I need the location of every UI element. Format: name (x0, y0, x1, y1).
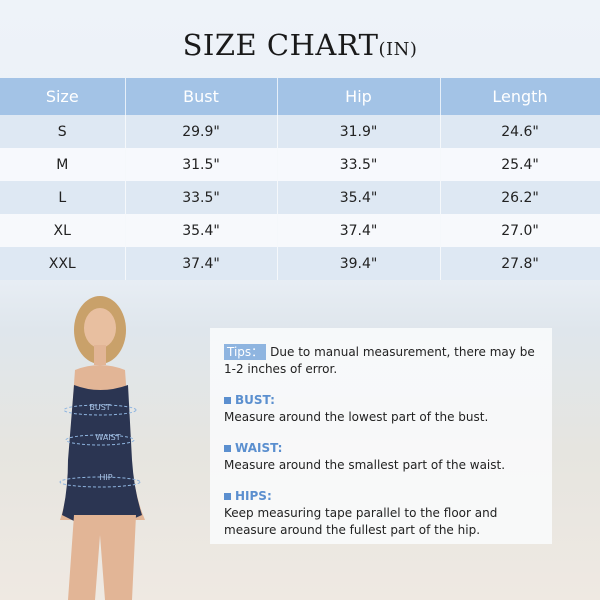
page-title: SIZE CHART(IN) (0, 28, 600, 62)
waist-heading: WAIST: (235, 441, 283, 455)
title-unit: (IN) (378, 39, 418, 60)
size-table: Size Bust Hip Length S 29.9" 31.9" 24.6" M 31… (0, 78, 600, 280)
header-bust: Bust (125, 78, 278, 115)
table-cell: 25.4" (440, 148, 600, 181)
section-waist: WAIST: Measure around the smallest part o… (224, 440, 540, 474)
table-cell: S (0, 115, 126, 148)
table-cell: L (0, 181, 126, 214)
table-cell: 35.4" (277, 181, 441, 214)
table-cell: 33.5" (125, 181, 278, 214)
header-size: Size (0, 78, 126, 115)
table-cell: 31.9" (277, 115, 441, 148)
table-cell: 24.6" (440, 115, 600, 148)
table-row: L 33.5" 35.4" 26.2" (0, 181, 600, 214)
bust-heading: BUST: (235, 393, 275, 407)
table-cell: 39.4" (277, 247, 441, 280)
tips-label: Tips： (224, 344, 267, 360)
table-row: XL 35.4" 37.4" 27.0" (0, 214, 600, 247)
table-cell: 29.9" (125, 115, 278, 148)
table-cell: 37.4" (277, 214, 441, 247)
table-cell: M (0, 148, 126, 181)
table-row: XXL 37.4" 39.4" 27.8" (0, 247, 600, 280)
table-cell: XL (0, 214, 126, 247)
header-length: Length (440, 78, 600, 115)
section-bust: BUST: Measure around the lowest part of t… (224, 392, 540, 426)
measurement-tips-panel: Tips： Due to manual measurement, there ma… (210, 328, 552, 544)
square-bullet-icon (224, 397, 231, 404)
hips-text: Keep measuring tape parallel to the floo… (224, 506, 498, 537)
table-header: Size Bust Hip Length (0, 78, 600, 115)
table-cell: 37.4" (125, 247, 278, 280)
table-cell: 27.0" (440, 214, 600, 247)
table-cell: 35.4" (125, 214, 278, 247)
model-figure: BUST WAIST HIP (59, 296, 145, 600)
table-row: M 31.5" 33.5" 25.4" (0, 148, 600, 181)
table-cell: XXL (0, 247, 126, 280)
table-cell: 26.2" (440, 181, 600, 214)
square-bullet-icon (224, 445, 231, 452)
face (84, 308, 116, 348)
tips-text: Due to manual measurement, there may be … (224, 345, 535, 376)
table-row: S 29.9" 31.9" 24.6" (0, 115, 600, 148)
section-hips: HIPS: Keep measuring tape parallel to the… (224, 488, 540, 539)
header-hip: Hip (277, 78, 441, 115)
square-bullet-icon (224, 493, 231, 500)
swimsuit (62, 385, 142, 530)
table-cell: 33.5" (277, 148, 441, 181)
waist-text: Measure around the smallest part of the … (224, 458, 506, 472)
table-cell: 31.5" (125, 148, 278, 181)
hips-heading: HIPS: (235, 489, 272, 503)
label-bust: BUST (89, 403, 110, 412)
label-hip: HIP (99, 473, 112, 482)
tips: Tips： Due to manual measurement, there ma… (224, 344, 540, 378)
table-cell: 27.8" (440, 247, 600, 280)
label-waist: WAIST (95, 433, 120, 442)
title-main: SIZE CHART (182, 28, 379, 62)
bust-text: Measure around the lowest part of the bu… (224, 410, 489, 424)
